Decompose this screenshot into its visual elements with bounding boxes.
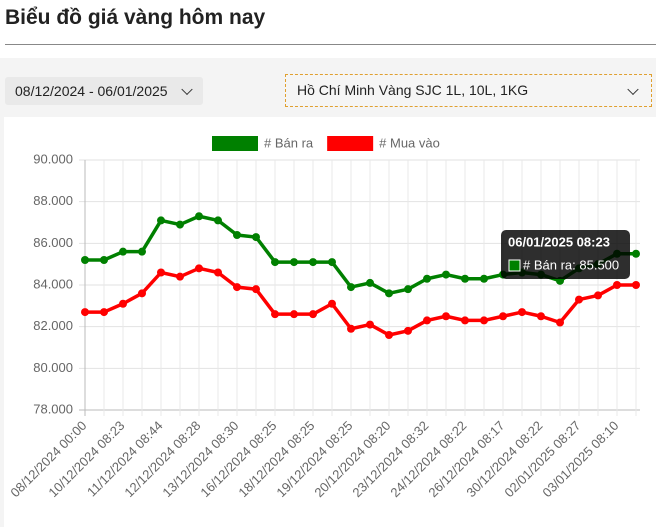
point xyxy=(613,281,621,289)
point xyxy=(157,268,165,277)
chevron xyxy=(181,83,193,96)
point xyxy=(290,310,298,319)
point xyxy=(537,312,545,321)
y-tick-label: 90.000 xyxy=(33,151,73,166)
point xyxy=(423,316,431,325)
point xyxy=(100,308,108,317)
legend-label: # Mua vào xyxy=(379,135,440,150)
date-range-select[interactable]: 08/12/2024 - 06/01/2025 xyxy=(5,77,203,105)
point xyxy=(309,258,317,267)
point xyxy=(347,283,355,292)
point xyxy=(271,310,279,319)
y-tick-label: 82.000 xyxy=(33,318,73,333)
y-tick-label: 80.000 xyxy=(33,360,73,375)
point xyxy=(423,274,431,283)
point xyxy=(328,299,336,308)
tooltip: 06/01/2025 08:23 # Bán ra: 85.500 xyxy=(501,230,630,279)
point xyxy=(119,247,127,256)
point xyxy=(385,289,393,298)
point xyxy=(499,312,507,321)
point xyxy=(461,316,469,325)
point xyxy=(594,291,602,300)
point xyxy=(442,270,450,279)
point xyxy=(328,258,336,267)
point xyxy=(575,295,583,304)
point xyxy=(233,283,241,292)
point xyxy=(556,318,564,327)
y-tick-label: 88.000 xyxy=(33,193,73,208)
point xyxy=(366,278,374,287)
point xyxy=(214,216,222,225)
point xyxy=(119,299,127,308)
point xyxy=(404,285,412,294)
point xyxy=(404,326,412,335)
point xyxy=(518,308,526,317)
point xyxy=(252,233,260,242)
point xyxy=(366,320,374,329)
point xyxy=(157,216,165,225)
point xyxy=(195,212,203,221)
product-text: Hồ Chí Minh Vàng SJC 1L, 10L, 1KG xyxy=(297,82,529,98)
point xyxy=(385,331,393,339)
legend-swatch xyxy=(212,136,258,151)
y-tick-label: 86.000 xyxy=(33,235,73,250)
chevron xyxy=(627,83,639,95)
chart: 78.000 80.000 82.000 84.000 86.000 88.000 90.0… xyxy=(4,117,656,527)
point xyxy=(632,249,640,258)
point xyxy=(176,220,184,229)
legend-swatch xyxy=(327,136,374,151)
point xyxy=(347,324,355,333)
point xyxy=(214,268,222,277)
product-select[interactable]: Hồ Chí Minh Vàng SJC 1L, 10L, 1KG xyxy=(285,74,652,107)
point xyxy=(138,289,146,298)
point xyxy=(138,247,146,256)
point xyxy=(271,258,279,267)
y-tick-label: 78.000 xyxy=(33,401,73,416)
y-tick-label: 84.000 xyxy=(33,276,73,291)
point xyxy=(233,231,241,239)
point xyxy=(309,310,317,319)
point xyxy=(442,312,450,321)
point xyxy=(176,272,184,281)
point xyxy=(461,274,469,283)
point xyxy=(480,274,488,283)
page-title: Biểu đồ giá vàng hôm nay xyxy=(5,6,266,29)
tooltip-title: 06/01/2025 08:23 xyxy=(508,234,610,249)
point xyxy=(81,256,89,264)
point xyxy=(290,258,298,267)
date-range-text: 08/12/2024 - 06/01/2025 xyxy=(15,83,168,99)
tooltip-text: # Bán ra: 85.500 xyxy=(523,257,619,272)
tooltip-swatch xyxy=(508,259,521,272)
point xyxy=(480,316,488,325)
tooltip-box xyxy=(501,230,630,279)
point xyxy=(195,264,203,273)
divider xyxy=(5,44,656,45)
chart-card xyxy=(4,117,656,527)
point xyxy=(252,285,260,294)
point xyxy=(81,308,89,317)
point xyxy=(100,256,108,264)
legend-label: # Bán ra xyxy=(264,135,314,150)
point xyxy=(632,281,640,289)
